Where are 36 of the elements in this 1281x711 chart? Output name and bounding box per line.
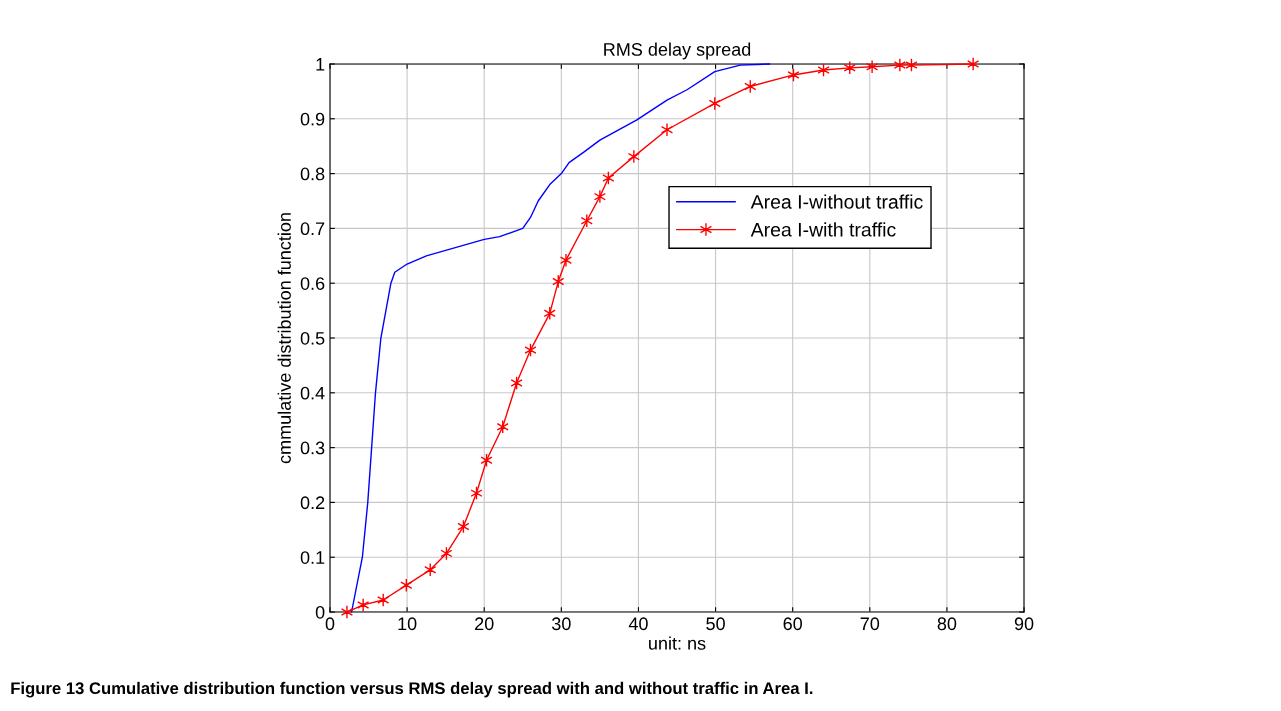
y-tick-label: 0.4: [300, 386, 325, 400]
x-tick-label: 10: [398, 617, 417, 631]
y-tick-label: 0.2: [300, 496, 325, 510]
point: [660, 122, 674, 137]
caption: Figure 13 Cumulative distribution function versus RMS delay spread with and without traffic in Area I.: [11, 681, 813, 698]
point: [627, 149, 640, 164]
legend-label: Area I-with traffic: [750, 222, 896, 237]
y-tick-label: 0.9: [300, 112, 325, 126]
point: [559, 253, 573, 268]
y-tick-label: 0.5: [300, 331, 325, 345]
y-tick-label: 0.3: [300, 441, 325, 455]
point: [593, 189, 606, 204]
x-tick-label: 60: [783, 617, 803, 631]
x-tick-label: 50: [706, 617, 725, 631]
x-tick-label: 40: [628, 617, 648, 631]
point: [340, 605, 354, 619]
x-tick-label: 0: [325, 617, 335, 631]
point: [893, 58, 906, 73]
y-tick-label: 0.1: [300, 551, 325, 564]
chart-title: RMS delay spread: [604, 42, 751, 60]
y-tick-label: 0.6: [300, 277, 325, 290]
y-tick-label: 0.7: [300, 222, 325, 236]
y-tick-label: 0: [315, 605, 325, 619]
y-tick-label: 1: [316, 58, 325, 71]
point: [967, 57, 980, 71]
x-tick-label: 70: [860, 617, 880, 631]
y-axis-title: cmmulative distribution function: [277, 213, 291, 464]
x-tick-label: 90: [1014, 617, 1034, 631]
y-tick-label: 0.8: [300, 167, 325, 181]
point: [357, 597, 370, 612]
legend-label: Area I-without traffic: [750, 194, 923, 209]
x-tick-label: 80: [937, 617, 957, 631]
x-axis-title: unit: ns: [649, 636, 706, 650]
x-tick-label: 20: [475, 617, 494, 631]
x-tick-label: 30: [551, 617, 571, 631]
point: [866, 59, 879, 74]
